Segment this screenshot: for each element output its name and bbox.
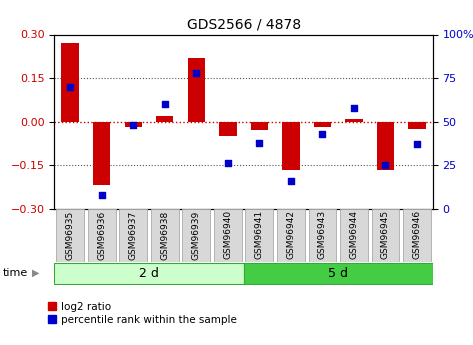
Legend: log2 ratio, percentile rank within the sample: log2 ratio, percentile rank within the s… xyxy=(48,302,237,325)
FancyBboxPatch shape xyxy=(88,209,115,262)
Point xyxy=(319,131,326,137)
Text: 2 d: 2 d xyxy=(139,267,159,280)
Bar xyxy=(314,122,331,127)
FancyBboxPatch shape xyxy=(245,209,273,262)
FancyBboxPatch shape xyxy=(56,209,84,262)
FancyBboxPatch shape xyxy=(372,209,399,262)
Bar xyxy=(345,119,363,122)
Text: 5 d: 5 d xyxy=(328,267,348,280)
Point xyxy=(287,178,295,184)
Bar xyxy=(219,122,236,136)
Text: GSM96943: GSM96943 xyxy=(318,210,327,259)
Title: GDS2566 / 4878: GDS2566 / 4878 xyxy=(186,18,301,32)
Text: GSM96941: GSM96941 xyxy=(255,210,264,259)
FancyBboxPatch shape xyxy=(151,209,179,262)
Bar xyxy=(251,122,268,130)
Bar xyxy=(93,122,110,186)
Text: GSM96945: GSM96945 xyxy=(381,210,390,259)
Text: GSM96938: GSM96938 xyxy=(160,210,169,259)
Text: GSM96936: GSM96936 xyxy=(97,210,106,259)
Point xyxy=(66,84,74,90)
FancyBboxPatch shape xyxy=(340,209,368,262)
FancyBboxPatch shape xyxy=(214,209,242,262)
FancyBboxPatch shape xyxy=(403,209,431,262)
Text: ▶: ▶ xyxy=(32,268,40,278)
Point xyxy=(161,101,168,107)
Bar xyxy=(156,116,174,122)
Point xyxy=(350,105,358,110)
Point xyxy=(98,192,105,198)
Bar xyxy=(408,122,426,129)
FancyBboxPatch shape xyxy=(54,263,244,284)
Text: GSM96935: GSM96935 xyxy=(66,210,75,259)
Point xyxy=(255,140,263,145)
FancyBboxPatch shape xyxy=(183,209,210,262)
Bar xyxy=(377,122,394,169)
Bar xyxy=(282,122,299,169)
FancyBboxPatch shape xyxy=(244,263,433,284)
Point xyxy=(382,162,389,168)
Point xyxy=(224,161,232,166)
FancyBboxPatch shape xyxy=(277,209,305,262)
Bar xyxy=(124,122,142,127)
FancyBboxPatch shape xyxy=(308,209,336,262)
Text: GSM96940: GSM96940 xyxy=(223,210,232,259)
Text: GSM96946: GSM96946 xyxy=(412,210,421,259)
Bar xyxy=(188,58,205,122)
Point xyxy=(413,141,421,147)
Text: GSM96944: GSM96944 xyxy=(350,210,359,259)
Text: GSM96942: GSM96942 xyxy=(286,210,296,259)
Text: GSM96937: GSM96937 xyxy=(129,210,138,259)
Point xyxy=(130,122,137,128)
Bar xyxy=(61,43,79,122)
Text: time: time xyxy=(2,268,27,278)
Text: GSM96939: GSM96939 xyxy=(192,210,201,259)
FancyBboxPatch shape xyxy=(119,209,147,262)
Point xyxy=(193,70,200,76)
